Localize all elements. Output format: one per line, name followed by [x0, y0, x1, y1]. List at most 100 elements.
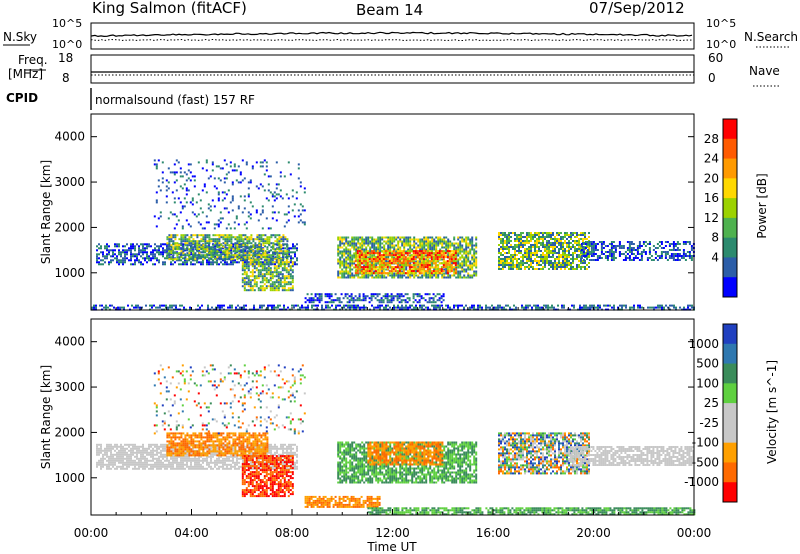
data-cell	[267, 227, 270, 230]
data-cell	[461, 246, 464, 249]
data-cell	[93, 306, 95, 309]
data-cell	[672, 241, 675, 243]
data-cell	[421, 240, 424, 243]
data-cell	[104, 245, 106, 248]
data-cell	[264, 252, 267, 255]
data-cell	[386, 262, 389, 265]
data-cell	[405, 242, 408, 245]
data-cell	[459, 240, 462, 243]
data-cell	[202, 259, 204, 262]
data-cell	[146, 245, 148, 248]
data-cell	[378, 293, 381, 296]
data-cell	[336, 297, 339, 300]
data-cell	[212, 251, 214, 254]
data-cell	[320, 295, 323, 298]
data-cell	[268, 240, 271, 243]
data-cell	[552, 266, 554, 268]
data-cell	[576, 234, 578, 236]
data-cell	[636, 253, 639, 255]
data-cell	[438, 256, 441, 259]
data-cell	[469, 248, 472, 251]
data-cell	[261, 263, 264, 266]
data-cell	[106, 243, 108, 246]
data-cell	[378, 268, 381, 271]
data-cell	[520, 252, 522, 254]
data-cell	[243, 177, 246, 180]
data-cell	[337, 270, 340, 273]
data-cell	[626, 257, 629, 259]
data-cell	[249, 275, 252, 278]
data-cell	[157, 159, 160, 162]
data-cell	[347, 306, 349, 309]
data-cell	[243, 281, 246, 284]
data-cell	[181, 205, 184, 208]
data-cell	[182, 257, 184, 260]
data-cell	[508, 258, 510, 260]
data-cell	[348, 301, 351, 304]
data-cell	[377, 236, 380, 239]
data-cell	[190, 250, 193, 253]
data-cell	[433, 238, 436, 241]
data-cell	[252, 252, 255, 255]
data-cell	[558, 254, 560, 256]
data-cell	[386, 250, 389, 253]
data-cell	[465, 264, 468, 267]
data-cell	[499, 304, 501, 307]
data-cell	[415, 274, 418, 277]
data-cell	[465, 236, 468, 239]
data-cell	[282, 254, 285, 257]
data-cell	[280, 261, 282, 264]
data-cell	[124, 259, 126, 262]
data-cell	[512, 266, 514, 268]
data-cell	[236, 236, 239, 239]
data-cell	[198, 234, 201, 237]
data-cell	[378, 256, 381, 259]
data-cell	[267, 265, 270, 268]
data-cell	[353, 306, 355, 309]
data-cell	[411, 304, 413, 307]
data-cell	[170, 256, 173, 259]
data-cell	[252, 254, 255, 257]
data-cell	[422, 266, 425, 269]
data-cell	[558, 238, 560, 240]
data-cell	[564, 266, 566, 268]
data-cell	[506, 256, 508, 258]
data-cell	[388, 250, 391, 253]
data-cell	[412, 301, 415, 304]
data-cell	[226, 240, 229, 243]
data-cell	[351, 272, 354, 275]
data-cell	[166, 256, 169, 259]
data-cell	[385, 248, 388, 251]
data-cell	[138, 261, 140, 264]
data-cell	[533, 304, 535, 307]
data-cell	[550, 232, 552, 234]
data-cell	[180, 238, 183, 241]
data-cell	[512, 264, 514, 266]
data-cell	[155, 199, 158, 202]
data-cell	[242, 259, 244, 262]
data-cell	[395, 272, 398, 275]
data-cell	[245, 161, 248, 164]
data-cell	[608, 249, 611, 251]
data-cell	[279, 277, 282, 280]
data-cell	[610, 241, 613, 243]
data-cell	[266, 254, 269, 257]
data-cell	[243, 223, 246, 226]
data-cell	[475, 260, 478, 263]
data-cell	[221, 304, 223, 307]
data-cell	[412, 266, 415, 269]
data-cell	[219, 221, 222, 224]
data-cell	[477, 306, 479, 309]
data-cell	[592, 251, 595, 253]
data-cell	[224, 259, 226, 262]
data-cell	[155, 165, 158, 168]
data-cell	[550, 246, 552, 248]
data-cell	[228, 253, 230, 256]
data-cell	[265, 165, 268, 168]
data-cell	[450, 270, 453, 273]
data-cell	[192, 243, 194, 246]
data-cell	[217, 225, 220, 228]
data-cell	[167, 187, 170, 190]
data-cell	[498, 236, 500, 238]
data-cell	[181, 187, 184, 190]
